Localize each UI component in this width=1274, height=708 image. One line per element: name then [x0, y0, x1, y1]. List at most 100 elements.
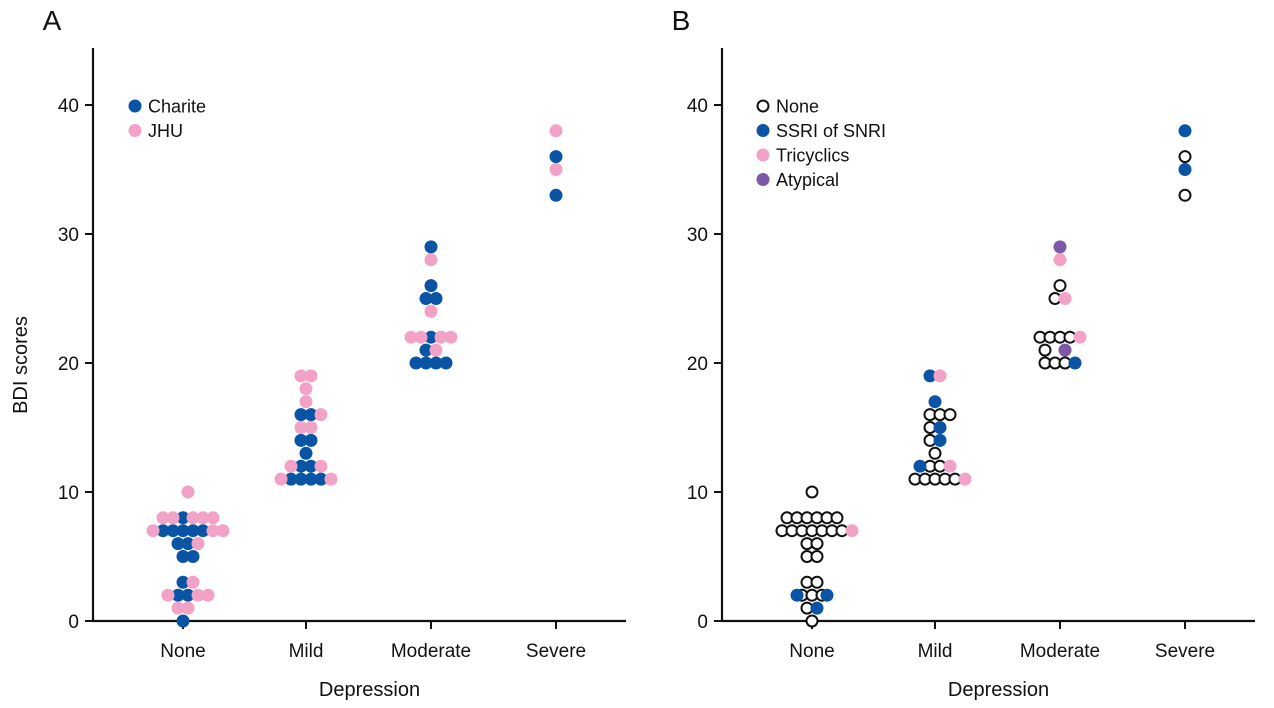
data-point-charite: [304, 459, 318, 473]
data-point-jhu: [314, 459, 328, 473]
y-tick-label: 10: [687, 483, 708, 504]
data-point-jhu: [161, 588, 175, 602]
data-point-jhu: [549, 163, 563, 176]
legend-marker-charite: [128, 99, 142, 113]
data-point-tricyclics: [933, 369, 947, 383]
data-point-atypical: [1053, 240, 1067, 254]
data-point-ssri-of-snri: [1068, 356, 1082, 370]
data-point-charite: [196, 524, 210, 538]
x-tick-label-mild: Mild: [289, 641, 324, 662]
legend-label-atypical: Atypical: [776, 170, 839, 190]
data-point-charite: [181, 537, 195, 551]
data-point-charite: [424, 279, 438, 293]
data-point-charite: [171, 537, 185, 551]
data-point-jhu: [166, 511, 180, 525]
data-point-charite: [424, 240, 438, 254]
data-point-none: [810, 575, 824, 589]
data-point-ssri-of-snri: [923, 369, 937, 383]
data-point-none: [1038, 343, 1052, 357]
data-point-charite: [176, 575, 190, 589]
y-tick-label: 20: [687, 354, 708, 375]
data-point-charite: [419, 356, 433, 370]
data-point-jhu: [216, 524, 230, 538]
panel-letter-a: A: [43, 5, 62, 36]
legend-marker-none: [756, 99, 770, 113]
data-point-none: [1053, 279, 1067, 293]
data-point-jhu: [299, 395, 313, 409]
data-point-charite: [409, 356, 423, 370]
data-point-jhu: [549, 124, 563, 138]
y-tick-label: 40: [687, 96, 708, 117]
data-point-jhu: [314, 408, 328, 422]
data-point-none: [943, 408, 957, 422]
data-point-charite: [304, 472, 318, 486]
y-tick-label: 0: [697, 612, 708, 633]
data-point-ssri-of-snri: [790, 588, 804, 602]
x-tick-label-severe: Severe: [1155, 641, 1215, 662]
data-point-jhu: [404, 330, 418, 344]
data-point-jhu: [201, 588, 215, 602]
legend-label-ssri-of-snri: SSRI of SNRI: [776, 121, 886, 141]
data-point-charite: [156, 524, 170, 538]
data-point-jhu: [196, 511, 210, 525]
data-point-jhu: [444, 330, 458, 344]
legend-marker-tricyclics: [756, 148, 770, 162]
data-point-charite: [176, 524, 190, 538]
data-point-charite: [314, 472, 328, 486]
x-tick-label-moderate: Moderate: [391, 641, 471, 662]
x-tick-label-moderate: Moderate: [1020, 641, 1100, 662]
data-point-jhu: [274, 472, 288, 486]
data-point-tricyclics: [943, 459, 957, 473]
data-point-jhu: [304, 421, 318, 434]
data-point-charite: [419, 343, 433, 357]
legend-marker-jhu: [128, 124, 142, 137]
data-point-ssri-of-snri: [913, 459, 927, 473]
data-point-jhu: [191, 588, 205, 602]
data-point-ssri-of-snri: [820, 588, 834, 602]
data-point-jhu: [186, 575, 200, 589]
data-point-none: [1178, 188, 1192, 202]
data-point-jhu: [414, 330, 428, 344]
data-point-charite: [429, 356, 443, 370]
legend-marker-ssri-of-snri: [756, 124, 770, 137]
data-point-none: [805, 614, 819, 628]
x-axis-label: Depression: [319, 679, 420, 701]
data-point-charite: [424, 330, 438, 344]
data-point-jhu: [299, 382, 313, 396]
data-point-charite: [304, 433, 318, 447]
data-point-jhu: [434, 330, 448, 344]
data-point-charite: [439, 356, 453, 370]
data-point-tricyclics: [1053, 253, 1067, 267]
legend-label-charite: Charite: [148, 97, 206, 117]
data-point-atypical: [1058, 343, 1072, 357]
data-point-tricyclics: [845, 524, 859, 538]
data-point-jhu: [146, 524, 160, 538]
data-point-none: [810, 550, 824, 563]
y-tick-label: 10: [58, 483, 79, 504]
data-point-charite: [549, 188, 563, 202]
data-point-charite: [166, 524, 180, 538]
data-point-charite: [294, 433, 308, 447]
legend-marker-atypical: [756, 173, 770, 186]
data-point-jhu: [294, 421, 308, 434]
data-point-tricyclics: [1058, 292, 1072, 305]
data-point-tricyclics: [958, 472, 972, 486]
data-point-tricyclics: [1073, 330, 1087, 344]
data-point-none: [1178, 150, 1192, 164]
legend-label-none: None: [776, 97, 819, 117]
data-point-charite: [419, 292, 433, 305]
data-point-ssri-of-snri: [1178, 163, 1192, 176]
data-point-charite: [186, 550, 200, 563]
data-point-jhu: [206, 524, 220, 538]
y-tick-label: 40: [58, 96, 79, 117]
data-point-jhu: [191, 537, 205, 551]
data-point-ssri-of-snri: [928, 395, 942, 409]
x-tick-label-none: None: [789, 641, 834, 662]
data-point-charite: [294, 472, 308, 486]
data-point-ssri-of-snri: [933, 433, 947, 447]
x-tick-label-severe: Severe: [526, 641, 586, 662]
data-point-jhu: [171, 601, 185, 615]
data-point-charite: [181, 588, 195, 602]
